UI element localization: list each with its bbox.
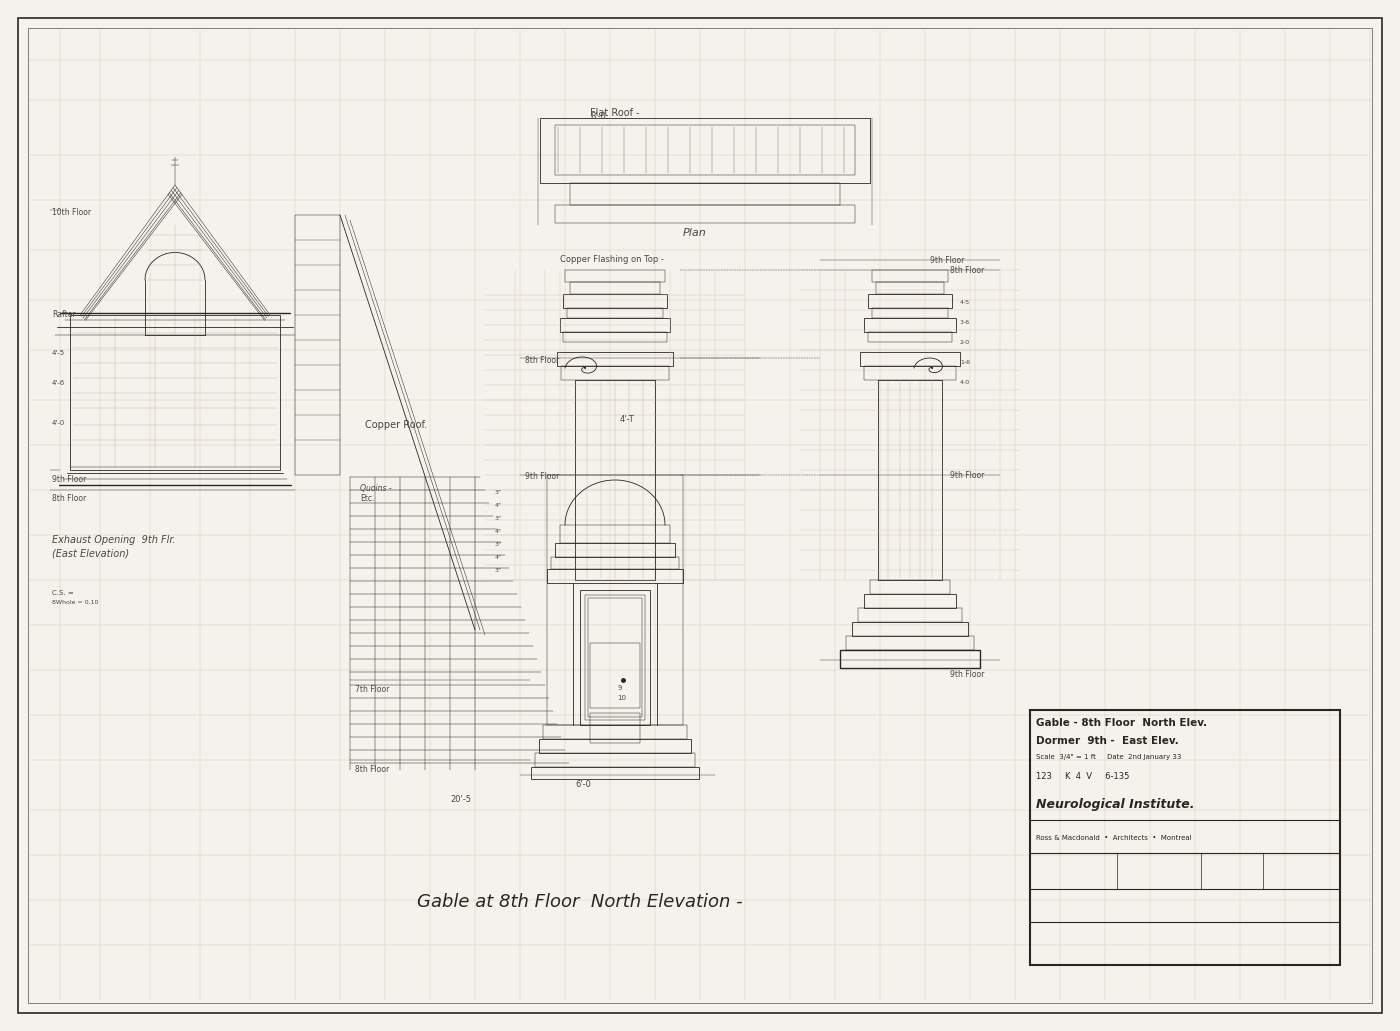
Bar — [864, 318, 956, 332]
Bar — [547, 569, 683, 583]
Text: 4-0: 4-0 — [960, 380, 970, 385]
Text: Dormer  9th -  East Elev.: Dormer 9th - East Elev. — [1036, 736, 1179, 746]
Text: C.S. =: C.S. = — [52, 590, 74, 596]
Bar — [878, 380, 942, 580]
Text: 9th Floor: 9th Floor — [52, 475, 87, 484]
Text: 6'-0: 6'-0 — [575, 780, 591, 789]
Text: 10: 10 — [617, 695, 626, 701]
Bar — [563, 332, 666, 342]
Text: Ross & Macdonald  •  Architects  •  Montreal: Ross & Macdonald • Architects • Montreal — [1036, 835, 1191, 841]
Text: Gable - 8th Floor  North Elev.: Gable - 8th Floor North Elev. — [1036, 718, 1207, 728]
Text: 7th Floor: 7th Floor — [356, 685, 389, 694]
Bar — [1030, 710, 1340, 965]
Bar — [566, 270, 665, 282]
Bar — [554, 125, 855, 175]
Text: Plan: Plan — [683, 228, 707, 238]
Text: 4'-0: 4'-0 — [52, 420, 66, 426]
Text: 9: 9 — [617, 685, 622, 691]
Bar — [864, 366, 956, 380]
Bar — [853, 622, 967, 636]
Bar — [589, 643, 640, 708]
Text: Rafter: Rafter — [52, 310, 76, 319]
Bar — [589, 713, 640, 743]
Text: 8th Floor: 8th Floor — [951, 266, 984, 275]
Bar — [840, 650, 980, 668]
Bar — [588, 598, 643, 717]
Text: 9th Floor: 9th Floor — [930, 256, 965, 265]
Bar — [864, 594, 956, 608]
Text: 4": 4" — [496, 503, 503, 508]
Text: 4-5: 4-5 — [960, 300, 970, 305]
Text: 8'-0: 8'-0 — [589, 112, 606, 121]
Text: 4'-T: 4'-T — [620, 415, 634, 424]
Text: 4'-6: 4'-6 — [52, 380, 66, 386]
Bar — [575, 380, 655, 580]
Text: 8th Floor: 8th Floor — [52, 494, 87, 503]
Bar — [560, 525, 671, 543]
Text: Copper Roof.: Copper Roof. — [365, 420, 427, 430]
Bar — [70, 315, 280, 470]
Text: 20'-5: 20'-5 — [449, 795, 470, 804]
Bar — [580, 590, 650, 725]
Bar — [860, 352, 960, 366]
Bar — [561, 366, 669, 380]
Bar — [567, 308, 664, 318]
Text: 3-6: 3-6 — [960, 320, 970, 325]
Bar — [876, 282, 944, 294]
Text: 3": 3" — [496, 568, 503, 573]
Text: 3": 3" — [496, 490, 503, 495]
Bar — [547, 475, 683, 725]
Text: Copper Flashing on Top -: Copper Flashing on Top - — [560, 255, 664, 264]
Bar — [554, 205, 855, 223]
Text: Neurological Institute.: Neurological Institute. — [1036, 798, 1194, 811]
Text: Quoins -: Quoins - — [360, 484, 392, 493]
Text: 123     K  4  V     6-135: 123 K 4 V 6-135 — [1036, 772, 1130, 781]
Text: 8th Floor: 8th Floor — [525, 356, 559, 365]
Text: 9th Floor: 9th Floor — [525, 472, 560, 481]
Bar — [535, 753, 694, 767]
Text: Exhaust Opening  9th Flr.: Exhaust Opening 9th Flr. — [52, 535, 175, 545]
Text: Scale  3/4" = 1 ft     Date  2nd January 33: Scale 3/4" = 1 ft Date 2nd January 33 — [1036, 754, 1182, 760]
Bar — [552, 557, 679, 569]
Text: Flat Roof -: Flat Roof - — [589, 108, 640, 118]
Text: 3": 3" — [496, 516, 503, 521]
Bar — [554, 543, 675, 557]
Text: 8th Floor: 8th Floor — [356, 765, 389, 774]
Text: 8Whole = 0.10: 8Whole = 0.10 — [52, 600, 98, 605]
Text: 4'-5: 4'-5 — [52, 350, 66, 356]
Bar — [539, 739, 692, 753]
Bar — [585, 595, 645, 720]
Text: (East Elevation): (East Elevation) — [52, 548, 129, 558]
Bar — [872, 270, 948, 282]
Text: 4": 4" — [496, 529, 503, 534]
Bar — [570, 282, 659, 294]
Bar — [872, 308, 948, 318]
Bar — [563, 294, 666, 308]
Text: 4": 4" — [496, 555, 503, 560]
Bar — [858, 608, 962, 622]
Text: 1-6: 1-6 — [960, 360, 970, 365]
Bar — [846, 636, 974, 650]
Bar — [540, 118, 869, 182]
Text: Gable at 8th Floor  North Elevation -: Gable at 8th Floor North Elevation - — [417, 893, 743, 911]
Bar — [543, 725, 687, 739]
Text: 2-0: 2-0 — [960, 340, 970, 345]
Text: 9th Floor: 9th Floor — [951, 670, 984, 679]
Bar — [295, 215, 340, 475]
Bar — [570, 182, 840, 205]
Bar — [557, 352, 673, 366]
Text: 9th Floor: 9th Floor — [951, 471, 984, 480]
Bar — [869, 580, 951, 594]
Bar — [868, 294, 952, 308]
Text: 3": 3" — [496, 542, 503, 547]
Text: 10th Floor: 10th Floor — [52, 208, 91, 217]
Bar — [531, 767, 699, 779]
Bar — [868, 332, 952, 342]
Bar — [560, 318, 671, 332]
Text: Etc.: Etc. — [360, 494, 374, 503]
